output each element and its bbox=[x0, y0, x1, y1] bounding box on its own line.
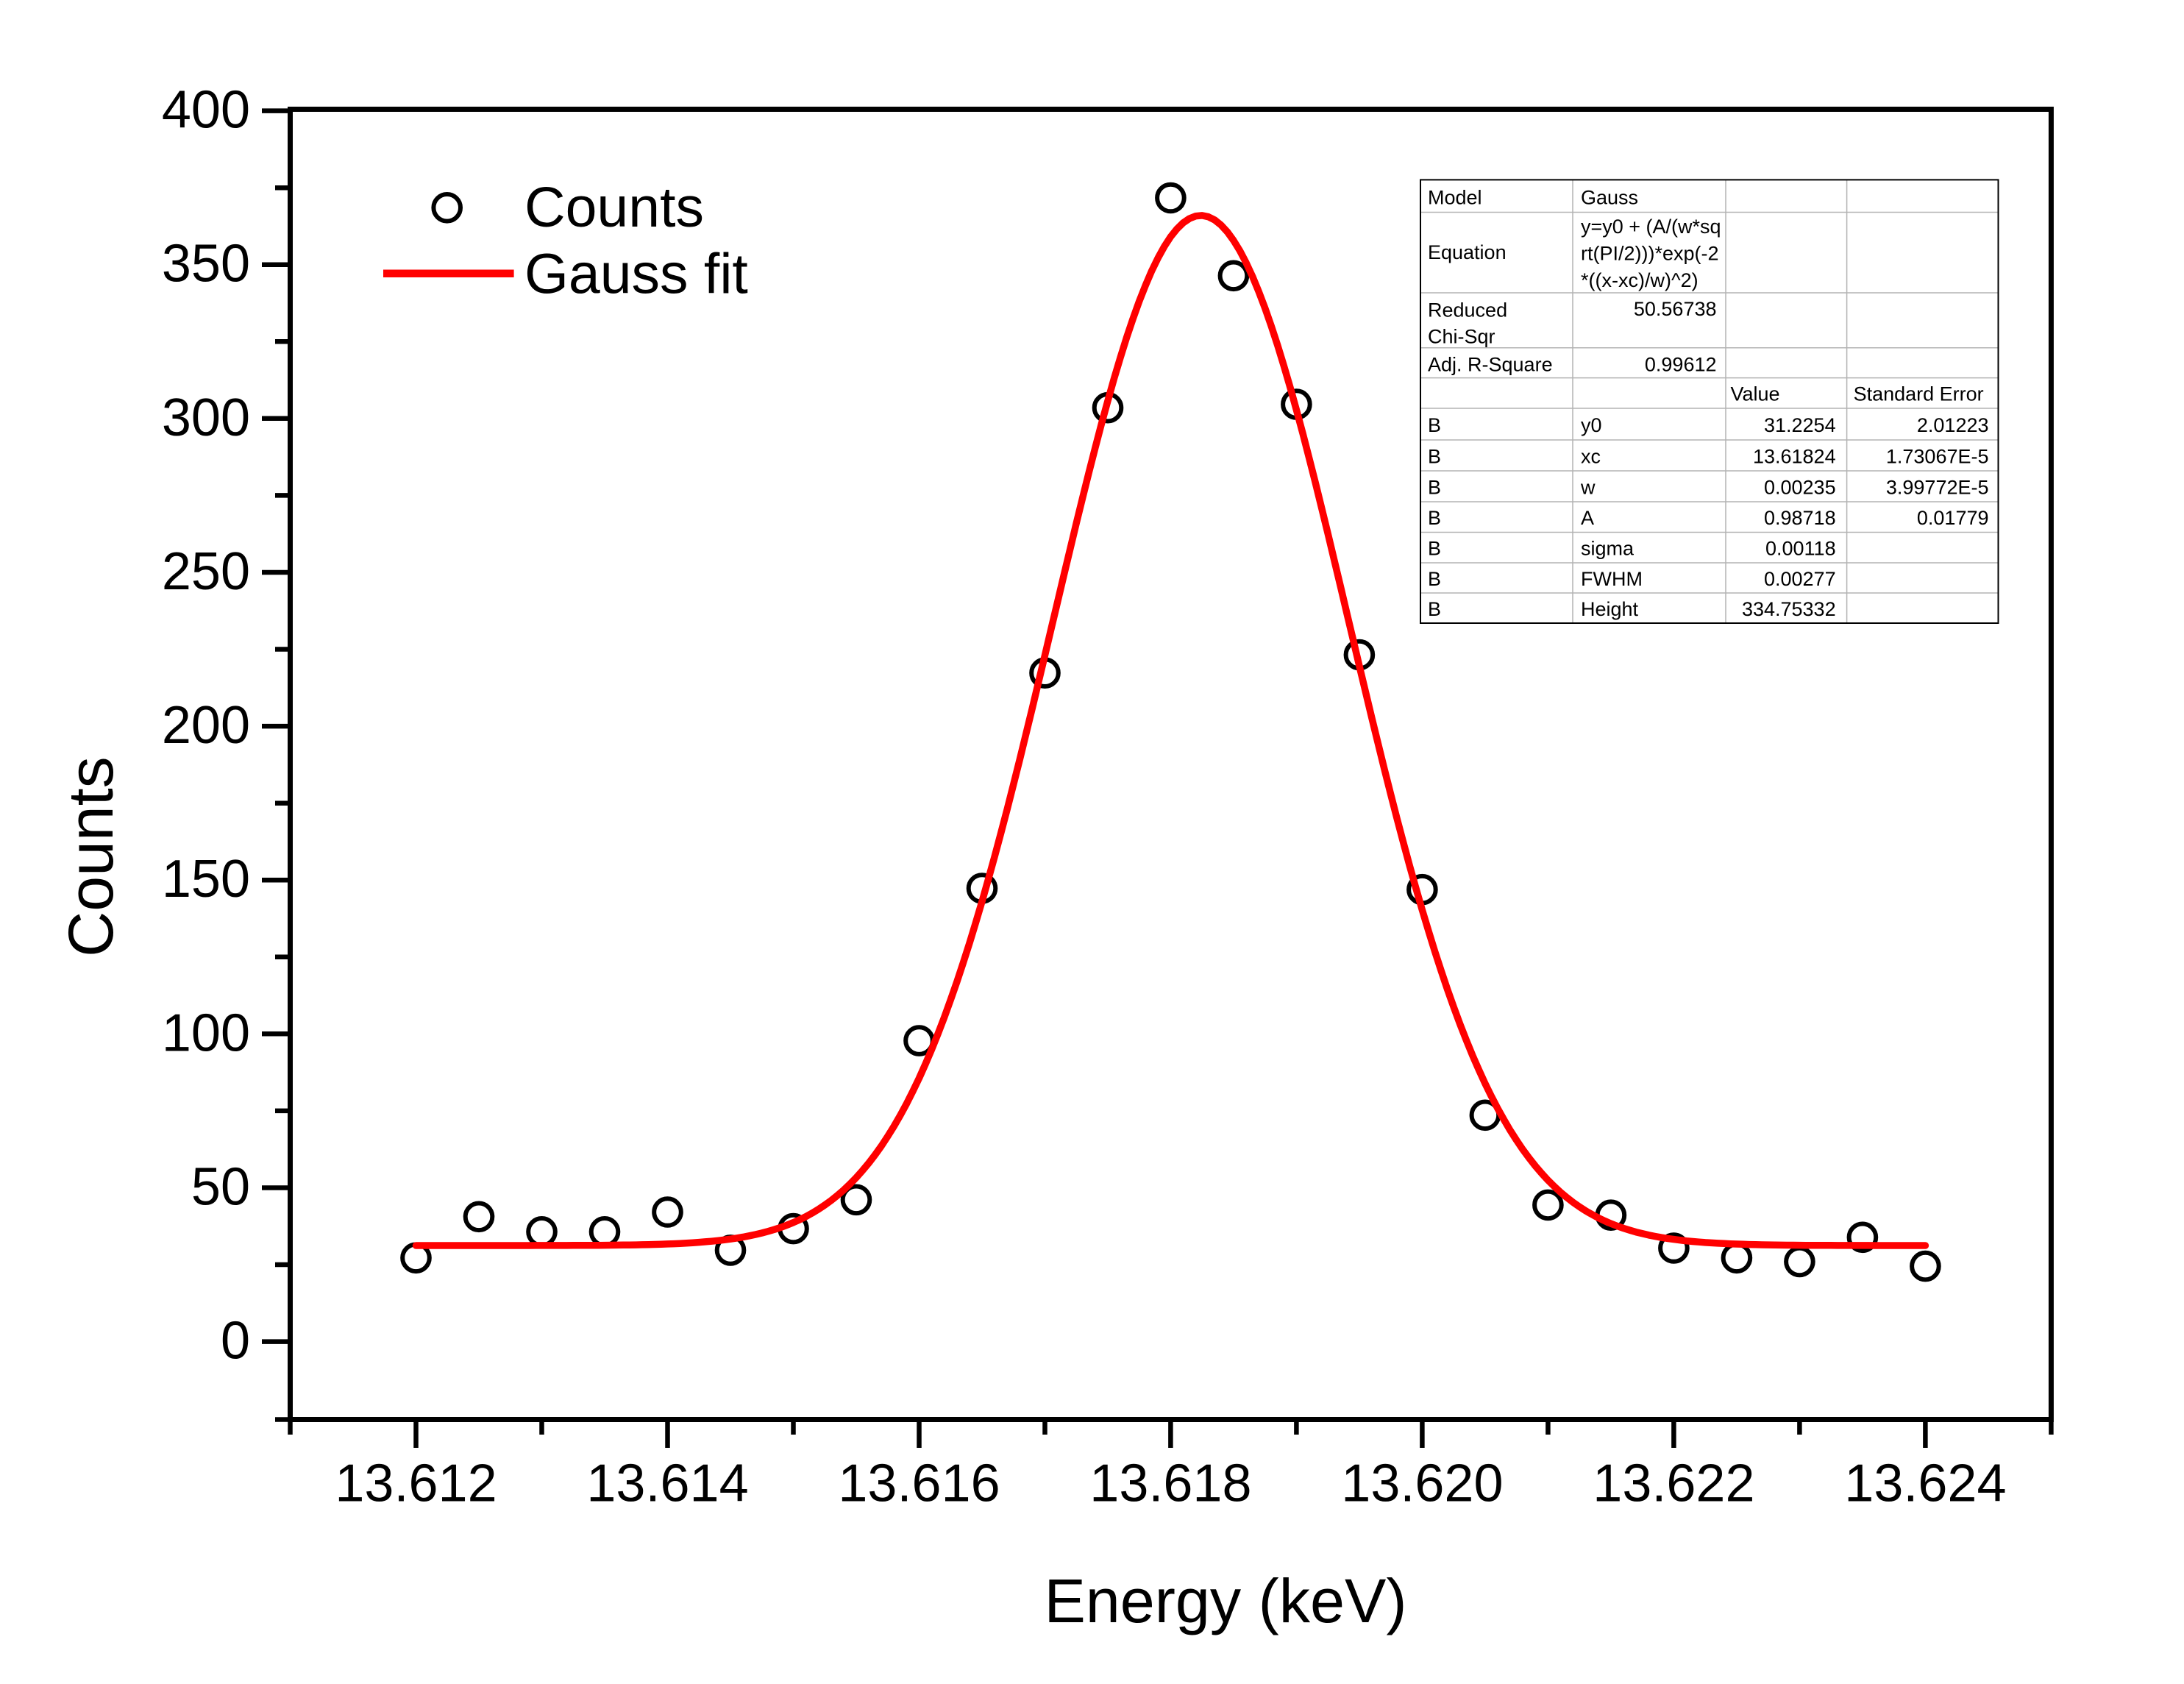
svg-text:B: B bbox=[1428, 568, 1441, 590]
svg-text:31.2254: 31.2254 bbox=[1764, 414, 1836, 436]
svg-text:Reduced: Reduced bbox=[1428, 299, 1507, 321]
svg-text:200: 200 bbox=[162, 696, 250, 755]
svg-text:13.622: 13.622 bbox=[1593, 1454, 1754, 1513]
svg-text:13.61824: 13.61824 bbox=[1753, 446, 1836, 468]
svg-text:250: 250 bbox=[162, 542, 250, 601]
svg-text:13.612: 13.612 bbox=[335, 1454, 497, 1513]
svg-text:Equation: Equation bbox=[1428, 241, 1507, 263]
svg-text:400: 400 bbox=[162, 81, 250, 140]
svg-text:13.616: 13.616 bbox=[838, 1454, 1000, 1513]
svg-text:0: 0 bbox=[221, 1312, 250, 1371]
svg-text:y0: y0 bbox=[1581, 414, 1602, 436]
svg-text:13.624: 13.624 bbox=[1844, 1454, 2006, 1513]
svg-text:50.56738: 50.56738 bbox=[1634, 298, 1717, 320]
svg-text:150: 150 bbox=[162, 850, 250, 909]
svg-text:0.00235: 0.00235 bbox=[1764, 477, 1836, 499]
svg-text:Gauss: Gauss bbox=[1581, 187, 1638, 209]
svg-text:3.99772E-5: 3.99772E-5 bbox=[1886, 477, 1989, 499]
svg-text:0.00118: 0.00118 bbox=[1765, 538, 1836, 560]
svg-text:Value: Value bbox=[1731, 383, 1780, 405]
svg-text:B: B bbox=[1428, 538, 1441, 560]
svg-text:FWHM: FWHM bbox=[1581, 568, 1643, 590]
svg-text:Energy (keV): Energy (keV) bbox=[1044, 1566, 1406, 1635]
svg-text:13.614: 13.614 bbox=[586, 1454, 748, 1513]
svg-text:Model: Model bbox=[1428, 187, 1482, 209]
svg-text:Gauss fit: Gauss fit bbox=[524, 243, 748, 306]
svg-text:1.73067E-5: 1.73067E-5 bbox=[1886, 446, 1989, 468]
svg-text:y=y0 + (A/(w*sq: y=y0 + (A/(w*sq bbox=[1581, 216, 1721, 238]
svg-text:*((x-xc)/w)^2): *((x-xc)/w)^2) bbox=[1581, 269, 1699, 291]
svg-text:0.01779: 0.01779 bbox=[1917, 507, 1989, 529]
svg-text:100: 100 bbox=[162, 1003, 250, 1062]
svg-text:13.620: 13.620 bbox=[1341, 1454, 1503, 1513]
svg-text:0.99612: 0.99612 bbox=[1645, 354, 1717, 376]
svg-text:B: B bbox=[1428, 446, 1441, 468]
svg-text:Adj. R-Square: Adj. R-Square bbox=[1428, 354, 1553, 376]
svg-text:0.98718: 0.98718 bbox=[1764, 507, 1836, 529]
svg-text:Standard Error: Standard Error bbox=[1854, 383, 1984, 405]
svg-text:Counts: Counts bbox=[524, 176, 704, 239]
svg-text:B: B bbox=[1428, 507, 1441, 529]
svg-text:B: B bbox=[1428, 598, 1441, 620]
svg-text:w: w bbox=[1580, 477, 1596, 499]
svg-text:Height: Height bbox=[1581, 598, 1639, 620]
svg-text:B: B bbox=[1428, 477, 1441, 499]
svg-text:Chi-Sqr: Chi-Sqr bbox=[1428, 326, 1495, 348]
svg-text:rt(PI/2)))*exp(-2: rt(PI/2)))*exp(-2 bbox=[1581, 242, 1719, 264]
svg-text:334.75332: 334.75332 bbox=[1742, 598, 1836, 620]
svg-text:Counts: Counts bbox=[56, 756, 127, 957]
svg-text:xc: xc bbox=[1581, 446, 1601, 468]
svg-text:300: 300 bbox=[162, 388, 250, 447]
svg-text:2.01223: 2.01223 bbox=[1917, 414, 1989, 436]
svg-text:0.00277: 0.00277 bbox=[1764, 568, 1836, 590]
svg-text:350: 350 bbox=[162, 235, 250, 294]
svg-text:50: 50 bbox=[191, 1158, 250, 1217]
svg-text:A: A bbox=[1581, 507, 1594, 529]
svg-text:sigma: sigma bbox=[1581, 538, 1635, 560]
svg-text:B: B bbox=[1428, 414, 1441, 436]
svg-text:13.618: 13.618 bbox=[1089, 1454, 1251, 1513]
